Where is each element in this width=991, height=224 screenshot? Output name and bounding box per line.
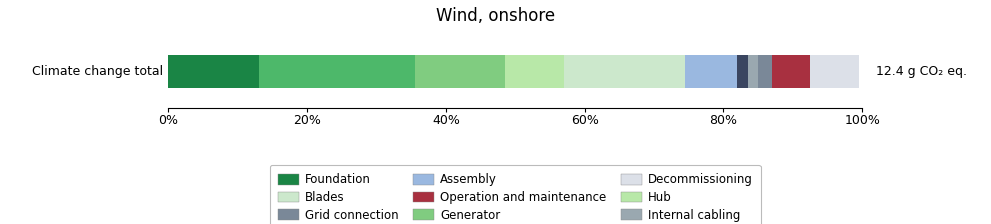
Bar	[168, 55, 259, 88]
Bar	[747, 55, 758, 88]
Bar	[758, 55, 772, 88]
Bar	[259, 55, 414, 88]
Bar	[685, 55, 737, 88]
Text: Wind, onshore: Wind, onshore	[436, 7, 555, 25]
Bar	[810, 55, 858, 88]
Bar	[414, 55, 504, 88]
Bar	[772, 55, 810, 88]
Legend: Foundation, Blades, Grid connection, Tower, Assembly, Operation and maintenance,: Foundation, Blades, Grid connection, Tow…	[270, 165, 761, 224]
Bar	[737, 55, 747, 88]
Bar	[564, 55, 686, 88]
Text: 12.4 g CO₂ eq.: 12.4 g CO₂ eq.	[876, 65, 967, 78]
Bar	[504, 55, 564, 88]
